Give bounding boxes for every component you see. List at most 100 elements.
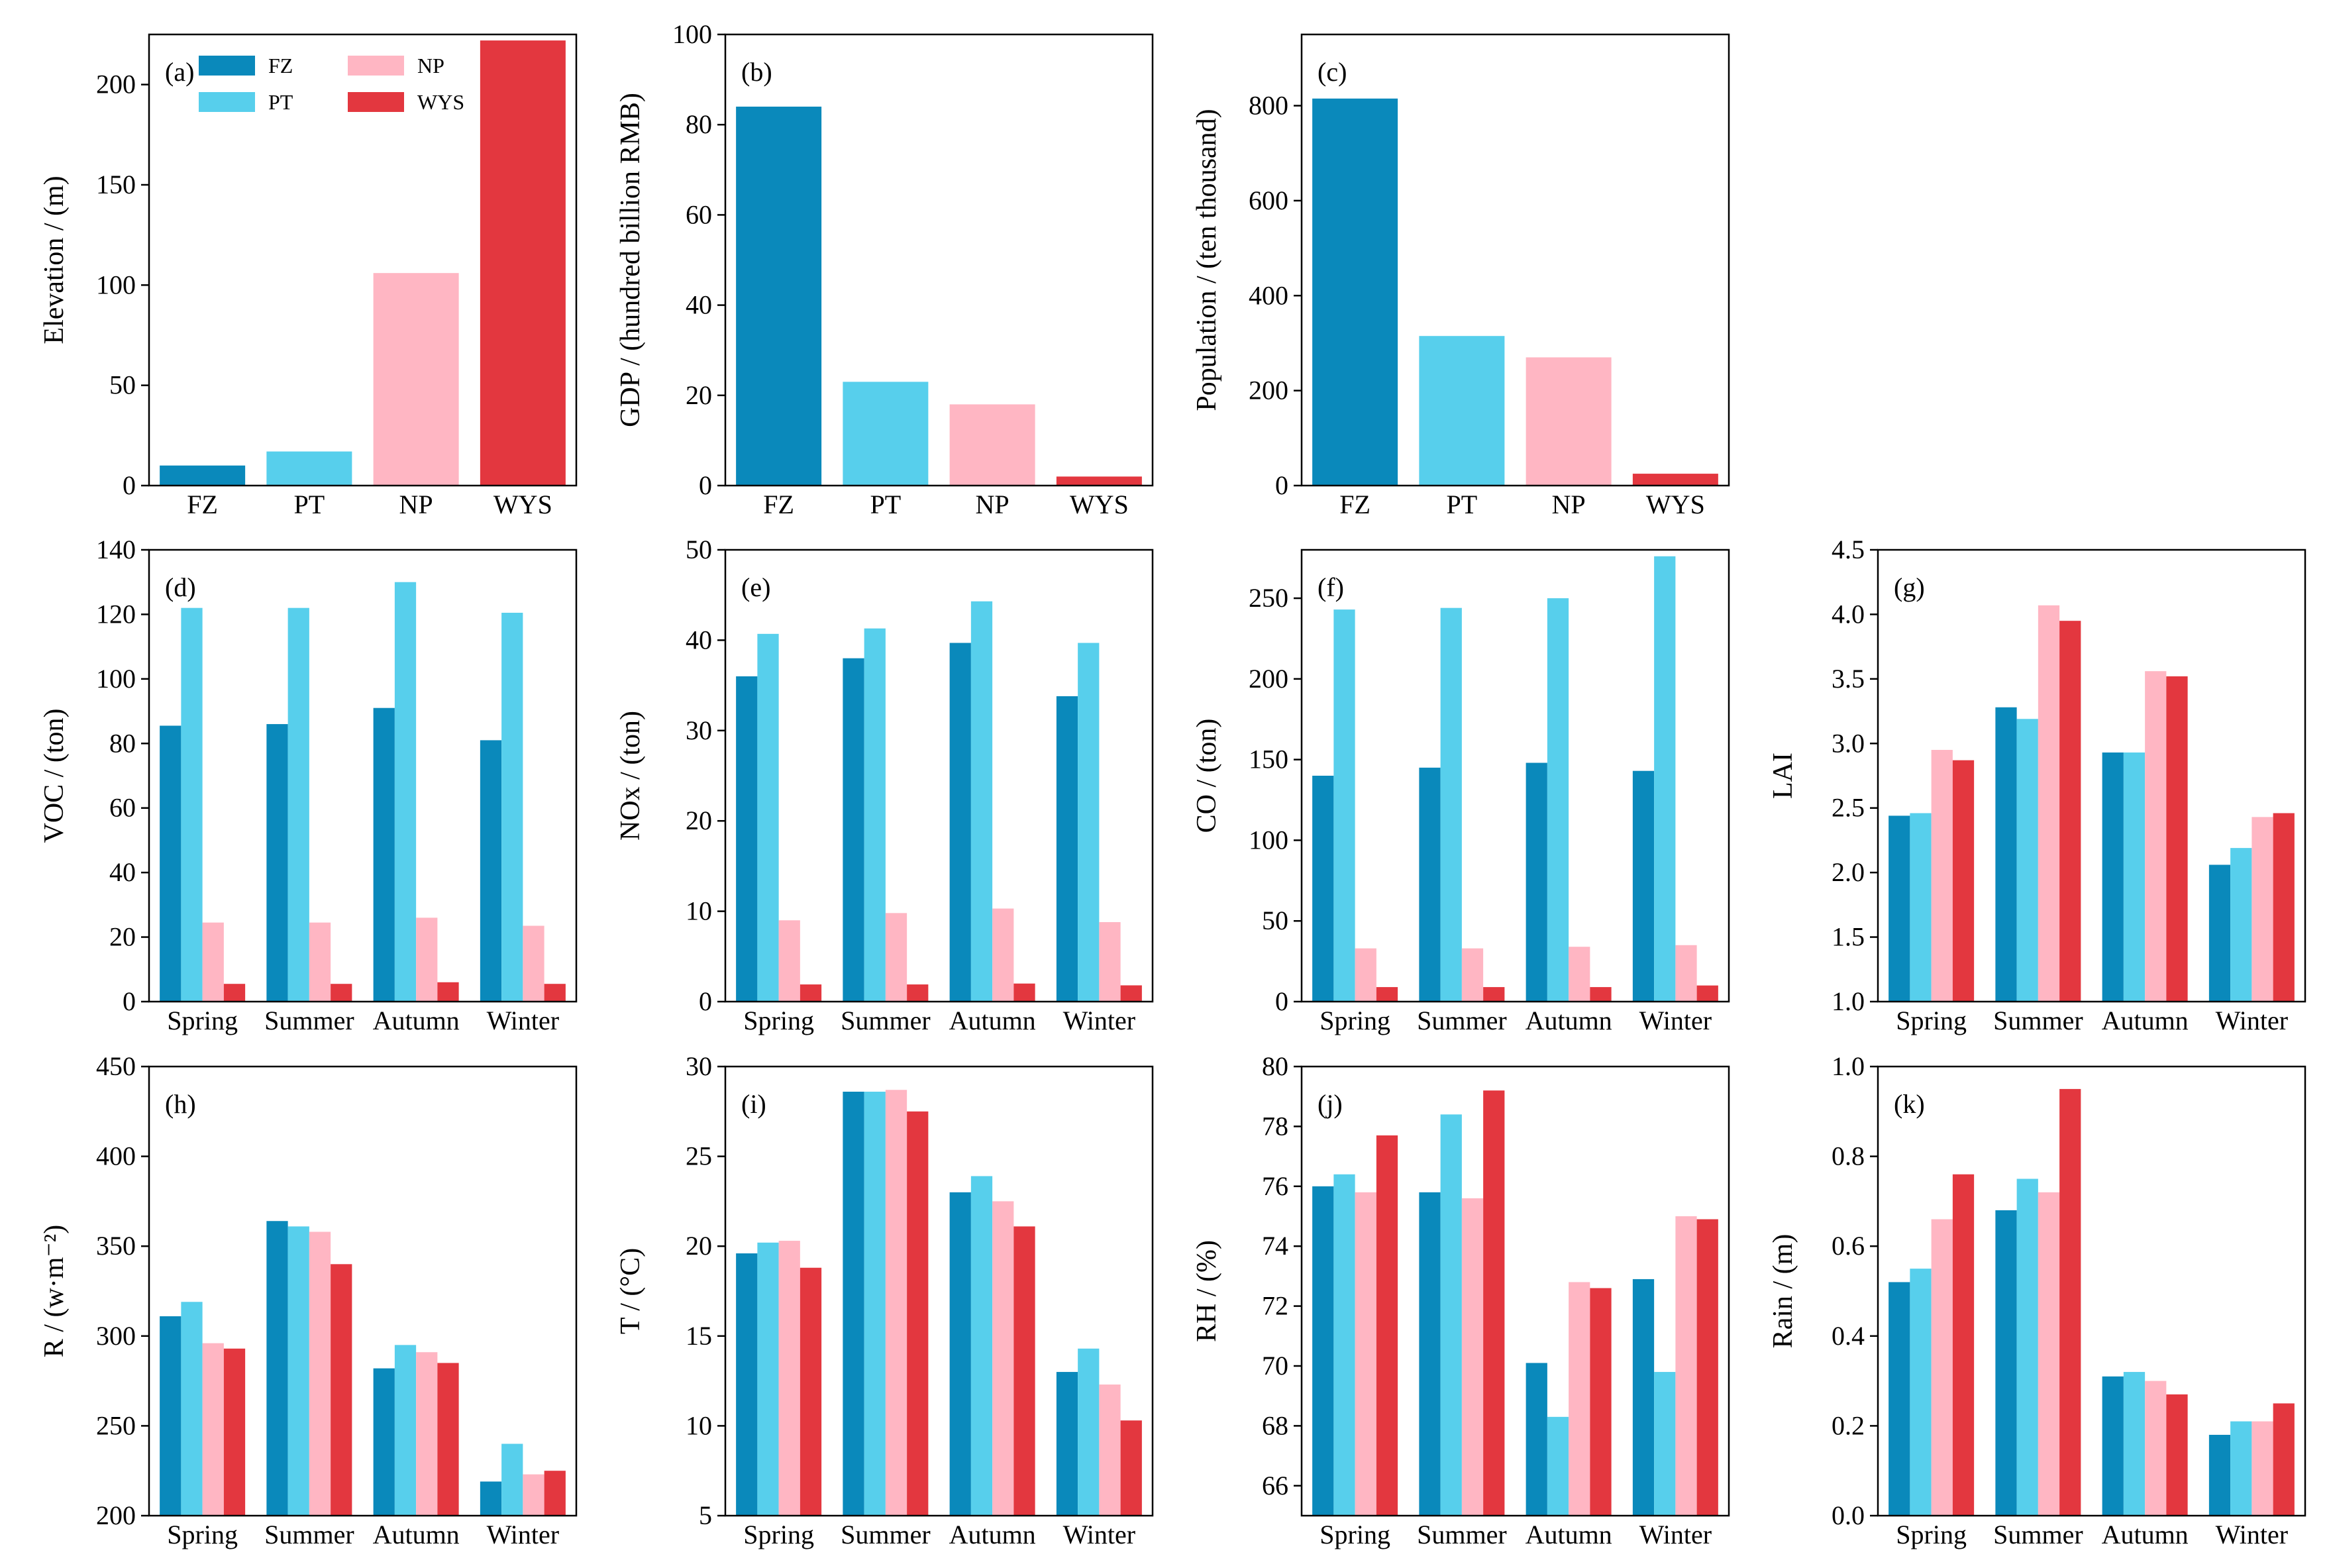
y-tick-label: 250 — [96, 1410, 136, 1440]
bar-g-summer-wys — [2059, 621, 2081, 1002]
plot-frame — [1300, 1065, 1730, 1517]
bar-i-winter-wys — [1120, 1420, 1142, 1516]
y-tick-label: 2.5 — [1832, 793, 1865, 823]
bar-k-autumn-np — [2145, 1381, 2167, 1516]
bar-i-winter-fz — [1056, 1372, 1078, 1516]
x-tick-label: Summer — [1993, 1006, 2083, 1035]
bar-d-spring-np — [202, 922, 224, 1002]
plot-frame — [148, 1065, 578, 1517]
y-tick-label: 100 — [1249, 825, 1288, 855]
bar-i-autumn-wys — [1013, 1226, 1035, 1516]
bar-c-fz — [1312, 98, 1398, 486]
plot-frame — [1877, 1065, 2306, 1517]
y-tick-label: 100 — [96, 664, 136, 694]
y-tick-label: 30 — [686, 1051, 712, 1081]
bar-i-autumn-fz — [949, 1192, 971, 1516]
x-tick-label: WYS — [1646, 490, 1705, 519]
y-tick-label: 140 — [96, 535, 136, 564]
x-tick-label: NP — [399, 490, 433, 519]
y-tick-label: 0 — [699, 986, 712, 1016]
bar-e-winter-pt — [1078, 643, 1100, 1002]
bar-e-summer-fz — [843, 658, 864, 1002]
y-tick-label: 70 — [1262, 1351, 1288, 1381]
x-tick-label: Spring — [1896, 1520, 1967, 1549]
bar-k-summer-np — [2038, 1192, 2060, 1516]
bar-a-wys — [480, 40, 566, 486]
y-tick-label: 1.5 — [1832, 922, 1865, 952]
panel-j: 66 68 70 72 74 76 78 80 Spring Summer Autumn Winter… — [1192, 1051, 1730, 1549]
y-tick-label: 0 — [123, 986, 136, 1016]
bar-b-np — [949, 404, 1035, 486]
bar-e-spring-pt — [757, 633, 779, 1002]
bar-d-summer-fz — [266, 724, 288, 1002]
bar-d-summer-np — [309, 922, 331, 1002]
y-tick-label: 0.2 — [1832, 1410, 1865, 1440]
bar-k-summer-pt — [2016, 1178, 2038, 1516]
bar-g-winter-np — [2251, 817, 2273, 1002]
y-tick-label: 4.0 — [1832, 599, 1865, 629]
bar-j-spring-pt — [1333, 1174, 1355, 1516]
y-tick-label: 50 — [109, 370, 136, 400]
y-tick-label: 120 — [96, 599, 136, 629]
panel-d: 0 20 40 60 80 100 120 140 Spring Summer Autumn Wint… — [39, 535, 578, 1035]
bar-j-spring-fz — [1312, 1186, 1334, 1516]
y-tick-label: 350 — [96, 1231, 136, 1261]
bar-k-spring-fz — [1889, 1282, 1910, 1516]
bar-f-winter-wys — [1696, 985, 1718, 1002]
bar-k-summer-fz — [1995, 1210, 2017, 1516]
bar-g-spring-pt — [1910, 813, 1932, 1002]
y-tick-label: 78 — [1262, 1111, 1288, 1141]
bar-j-summer-fz — [1419, 1192, 1441, 1516]
panel-f: 0 50 100 150 200 250 Spring Summer Autumn Winter C… — [1192, 549, 1730, 1035]
bar-j-spring-wys — [1376, 1135, 1398, 1516]
x-tick-label: Autumn — [2102, 1520, 2189, 1549]
y-tick-label: 20 — [686, 380, 712, 410]
x-tick-label: Summer — [1417, 1006, 1507, 1035]
y-tick-label: 2.0 — [1832, 857, 1865, 887]
x-tick-label: Autumn — [373, 1006, 460, 1035]
bar-j-winter-wys — [1696, 1219, 1718, 1516]
bar-k-spring-pt — [1910, 1269, 1932, 1516]
bar-f-summer-pt — [1440, 607, 1462, 1002]
bar-k-winter-pt — [2230, 1421, 2252, 1516]
y-tick-label: 20 — [109, 922, 136, 952]
legend: FZ PT NP WYS — [199, 54, 464, 114]
y-tick-label: 10 — [686, 896, 712, 926]
bar-e-summer-pt — [864, 628, 886, 1002]
bar-j-autumn-wys — [1590, 1288, 1612, 1516]
y-tick-label: 40 — [686, 625, 712, 654]
bar-e-autumn-np — [992, 908, 1014, 1002]
bar-d-winter-fz — [480, 740, 502, 1002]
plot-frame — [1300, 33, 1730, 487]
bar-g-summer-np — [2038, 605, 2060, 1002]
x-tick-label: Summer — [264, 1520, 354, 1549]
bar-f-winter-fz — [1632, 770, 1655, 1002]
bar-i-summer-fz — [843, 1091, 864, 1516]
y-axis-label: Elevation / (m) — [39, 176, 70, 344]
bar-a-pt — [266, 451, 352, 486]
x-tick-label: WYS — [1070, 490, 1129, 519]
bar-e-spring-fz — [736, 676, 758, 1002]
bar-h-spring-wys — [223, 1348, 246, 1516]
bar-d-winter-np — [523, 925, 544, 1002]
x-tick-label: Spring — [1320, 1006, 1390, 1035]
panel-b: 0 20 40 60 80 100 FZ PT NP WYS GDP / (hundred bill… — [615, 19, 1154, 519]
bar-i-spring-wys — [800, 1267, 822, 1516]
legend-swatch-pt — [199, 92, 255, 112]
y-tick-label: 40 — [686, 290, 712, 320]
legend-swatch-fz — [199, 56, 255, 76]
bar-e-spring-wys — [800, 984, 822, 1002]
y-tick-label: 400 — [96, 1141, 136, 1171]
bar-g-winter-wys — [2273, 813, 2295, 1002]
y-tick-label: 74 — [1262, 1231, 1288, 1261]
y-tick-label: 20 — [686, 1231, 712, 1261]
y-tick-label: 15 — [686, 1321, 712, 1351]
y-tick-label: 150 — [1249, 745, 1288, 774]
x-tick-label: Autumn — [1526, 1006, 1612, 1035]
bar-f-summer-np — [1461, 948, 1484, 1002]
y-tick-label: 50 — [686, 535, 712, 564]
x-tick-label: PT — [870, 490, 902, 519]
x-tick-label: Winter — [487, 1006, 559, 1035]
bar-k-winter-wys — [2273, 1403, 2295, 1516]
x-tick-label: Autumn — [2102, 1006, 2189, 1035]
